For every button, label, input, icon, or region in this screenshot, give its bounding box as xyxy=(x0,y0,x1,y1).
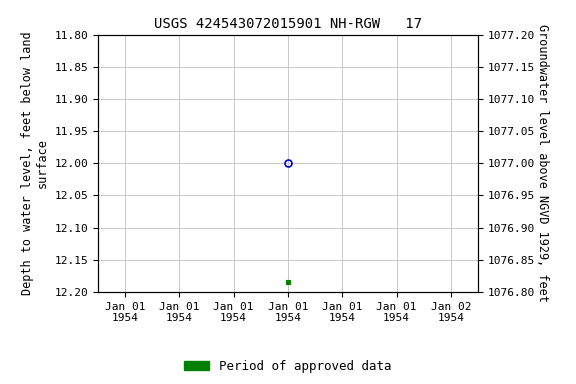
Title: USGS 424543072015901 NH-RGW   17: USGS 424543072015901 NH-RGW 17 xyxy=(154,17,422,31)
Legend: Period of approved data: Period of approved data xyxy=(179,355,397,378)
Y-axis label: Groundwater level above NGVD 1929, feet: Groundwater level above NGVD 1929, feet xyxy=(536,24,549,302)
Y-axis label: Depth to water level, feet below land
surface: Depth to water level, feet below land su… xyxy=(21,31,49,295)
